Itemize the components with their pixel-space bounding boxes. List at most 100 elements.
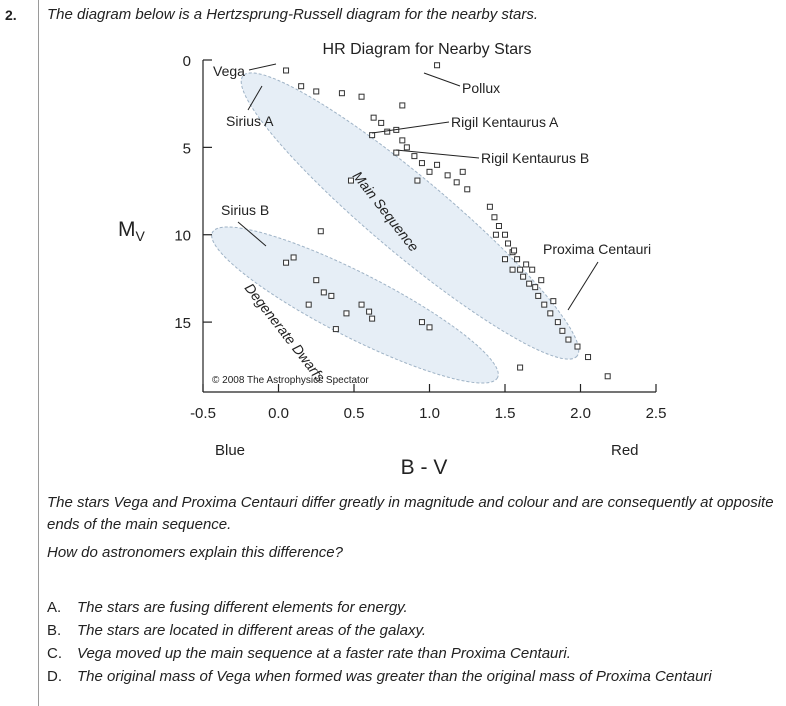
star-point — [486, 203, 493, 210]
star-point — [328, 292, 335, 299]
answer-option-d[interactable]: D. The original mass of Vega when formed… — [47, 665, 777, 688]
option-letter: B. — [47, 622, 62, 639]
x-axis-blue-label: Blue — [215, 442, 245, 459]
star-point — [403, 144, 410, 151]
rigil-kentaurus-a-label: Rigil Kentaurus A — [451, 114, 559, 130]
star-point — [541, 301, 548, 308]
star-point — [464, 186, 471, 193]
option-text: The stars are located in different areas… — [77, 622, 427, 639]
star-point — [532, 284, 539, 291]
y-tick-label: 10 — [174, 228, 191, 245]
star-point — [283, 67, 290, 74]
answer-options: A. The stars are fusing different elemen… — [47, 596, 777, 688]
star-point — [492, 231, 499, 238]
option-text: Vega moved up the main sequence at a fas… — [77, 645, 571, 662]
sirius-b-pointer — [237, 221, 267, 247]
pollux-label: Pollux — [462, 80, 500, 96]
sirius-a-pointer — [247, 85, 263, 111]
rigil-kentaurus-b-label: Rigil Kentaurus B — [481, 150, 589, 166]
x-axis-label: B - V — [401, 456, 448, 479]
main-sequence-region — [240, 72, 580, 360]
x-tick-label: 0.5 — [344, 405, 365, 422]
star-point — [502, 231, 508, 238]
chart-title: HR Diagram for Nearby Stars — [323, 41, 532, 58]
y-tick-label: 5 — [183, 140, 191, 157]
star-point — [414, 177, 421, 184]
star-point — [305, 301, 312, 308]
answer-option-c[interactable]: C. Vega moved up the main sequence at a … — [47, 642, 777, 665]
star-point — [399, 102, 406, 109]
vega-pointer — [248, 63, 277, 71]
star-point — [535, 292, 542, 299]
x-tick-label: -0.5 — [190, 405, 216, 422]
y-axis-label: MV — [118, 218, 146, 244]
x-tick-label: 2.5 — [646, 405, 667, 422]
star-point — [384, 128, 391, 135]
star-point — [320, 289, 327, 296]
star-point — [495, 223, 502, 229]
rigil-kentaurus-b-pointer — [395, 149, 480, 159]
question-statement: The stars Vega and Proxima Centauri diff… — [47, 494, 774, 533]
star-point — [574, 343, 581, 350]
pollux-pointer — [423, 72, 461, 87]
star-point — [426, 168, 433, 175]
question-intro: The diagram below is a Hertzsprung-Russe… — [47, 6, 539, 23]
star-point — [378, 119, 385, 126]
star-point — [393, 149, 400, 156]
star-point — [491, 214, 498, 221]
option-letter: A. — [47, 599, 62, 616]
star-point — [585, 354, 592, 361]
star-point — [520, 273, 527, 280]
star-point — [505, 240, 512, 247]
x-tick-label: 0.0 — [268, 405, 289, 422]
star-point — [418, 160, 425, 167]
copyright-note: © 2008 The Astrophysics Spectator — [212, 375, 369, 386]
star-point — [338, 90, 345, 97]
star-point — [444, 172, 451, 179]
star-point — [547, 310, 554, 317]
star-point — [517, 364, 524, 371]
star-point — [434, 161, 441, 168]
star-point — [554, 319, 561, 326]
option-text: The original mass of Vega when formed wa… — [77, 668, 712, 685]
option-letter: D. — [47, 668, 62, 685]
question-prompt: How do astronomers explain this differen… — [47, 544, 343, 561]
x-axis-red-label: Red — [611, 442, 639, 459]
x-tick-label: 1.0 — [419, 405, 440, 422]
degenerate-dwarfs-region — [211, 226, 499, 384]
star-point — [529, 266, 536, 273]
star-point — [347, 177, 354, 184]
star-point — [453, 179, 460, 186]
star-point — [517, 266, 524, 273]
star-point — [370, 114, 377, 121]
star-point — [509, 266, 516, 273]
star-point — [399, 137, 406, 144]
star-point — [523, 261, 530, 268]
star-point — [559, 327, 566, 334]
star-point — [514, 256, 521, 263]
star-point — [418, 319, 425, 326]
answer-option-a[interactable]: A. The stars are fusing different elemen… — [47, 596, 777, 619]
sirius-b-label: Sirius B — [221, 202, 269, 218]
star-point — [565, 336, 572, 343]
answer-option-b[interactable]: B. The stars are located in different ar… — [47, 619, 777, 642]
y-tick-label: 15 — [174, 315, 191, 332]
star-point — [538, 277, 545, 284]
star-point — [434, 62, 441, 69]
star-point — [283, 259, 290, 266]
star-point — [426, 324, 433, 331]
y-tick-label: 0 — [183, 53, 191, 70]
star-point — [369, 315, 376, 322]
option-letter: C. — [47, 645, 62, 662]
star-point — [411, 153, 418, 160]
star-point — [511, 247, 518, 254]
star-point — [502, 256, 508, 263]
star-point — [313, 88, 320, 95]
x-tick-label: 2.0 — [570, 405, 591, 422]
star-point — [290, 254, 297, 261]
star-point — [313, 277, 320, 284]
star-point — [550, 298, 557, 305]
star-point — [526, 280, 533, 287]
star-point — [604, 373, 611, 380]
